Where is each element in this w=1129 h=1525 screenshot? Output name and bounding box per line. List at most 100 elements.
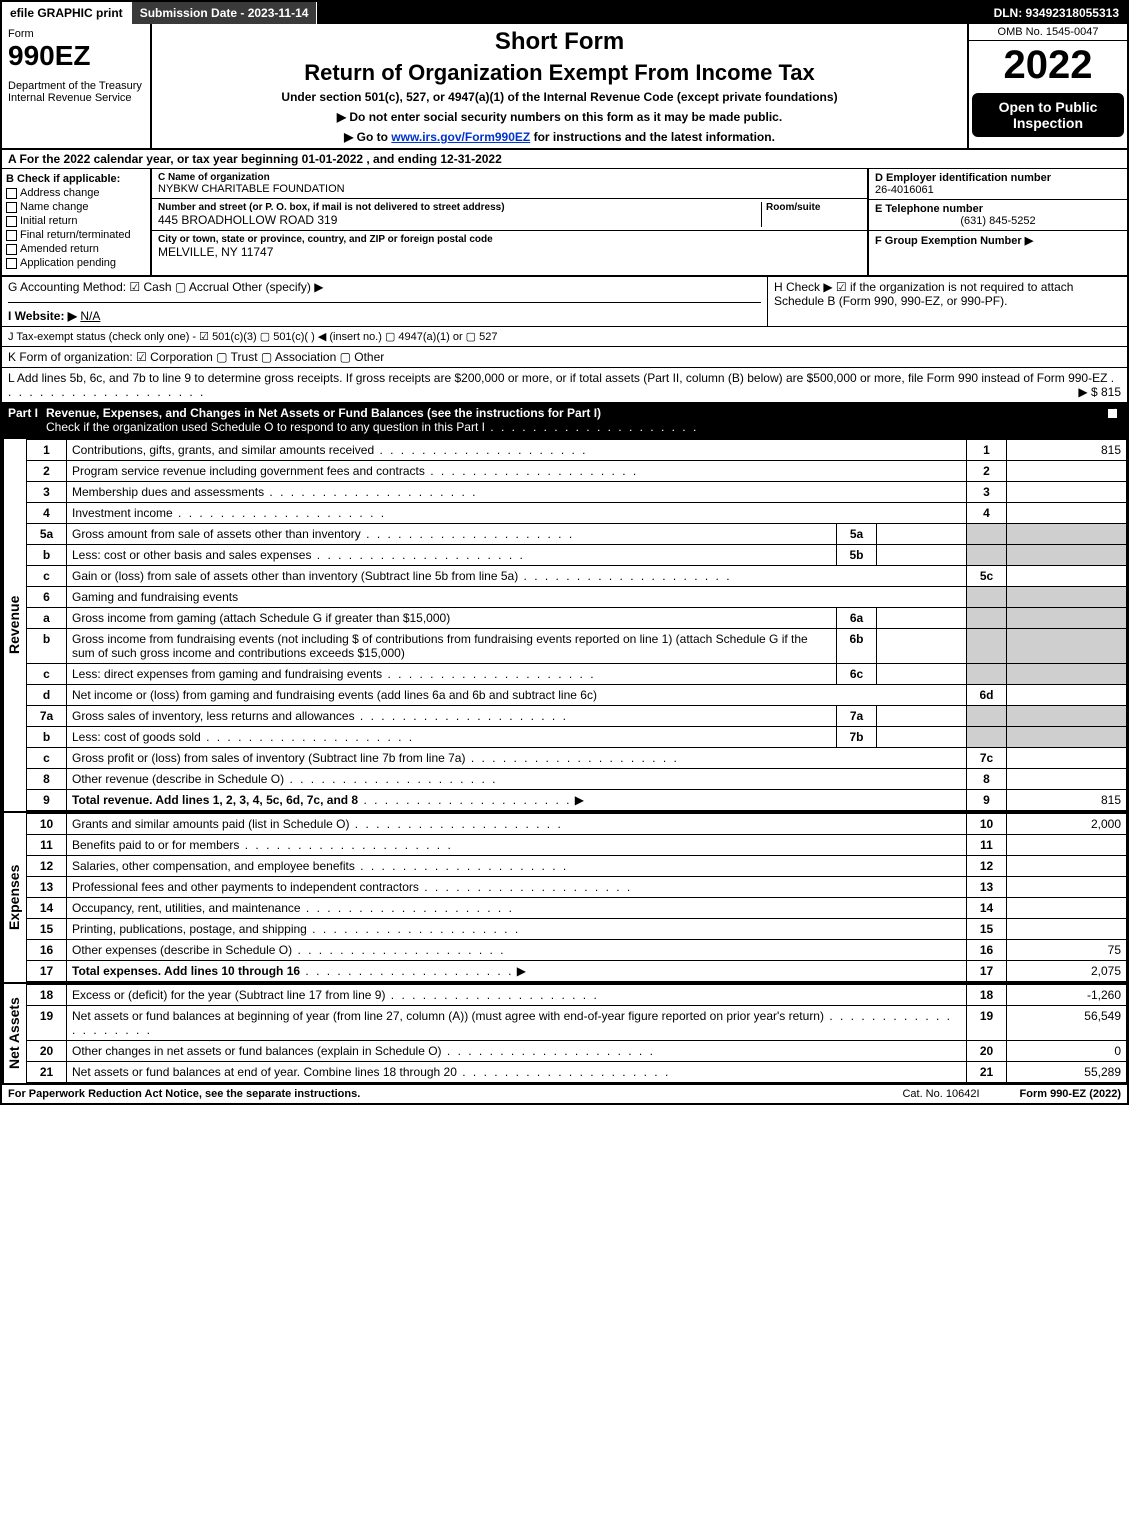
line-4: 4Investment income4 <box>27 503 1127 524</box>
line-7b: bLess: cost of goods sold7b <box>27 727 1127 748</box>
line-5a: 5aGross amount from sale of assets other… <box>27 524 1127 545</box>
form-container: efile GRAPHIC print Submission Date - 20… <box>0 0 1129 1105</box>
tax-year: 2022 <box>969 41 1127 90</box>
return-title: Return of Organization Exempt From Incom… <box>162 60 957 86</box>
section-b-label: B Check if applicable: <box>6 173 146 185</box>
line-3: 3Membership dues and assessments3 <box>27 482 1127 503</box>
part1-num: Part I <box>8 406 46 434</box>
form-number: 990EZ <box>8 40 144 72</box>
footer: For Paperwork Reduction Act Notice, see … <box>2 1083 1127 1103</box>
dept-treasury: Department of the Treasury <box>8 80 144 92</box>
line-15: 15Printing, publications, postage, and s… <box>27 919 1127 940</box>
line-1: 1Contributions, gifts, grants, and simil… <box>27 440 1127 461</box>
line-19: 19Net assets or fund balances at beginni… <box>27 1006 1127 1041</box>
open-public-badge: Open to Public Inspection <box>972 93 1124 137</box>
line-8: 8Other revenue (describe in Schedule O)8 <box>27 769 1127 790</box>
dln-number: DLN: 93492318055313 <box>986 2 1127 24</box>
section-j: J Tax-exempt status (check only one) - ☑… <box>2 327 1127 347</box>
section-a: A For the 2022 calendar year, or tax yea… <box>2 150 1127 169</box>
netassets-side-label: Net Assets <box>2 984 26 1083</box>
section-b: B Check if applicable: Address change Na… <box>2 169 152 275</box>
line-6c: cLess: direct expenses from gaming and f… <box>27 664 1127 685</box>
section-f: F Group Exemption Number ▶ <box>869 231 1127 250</box>
title-column: Short Form Return of Organization Exempt… <box>152 24 967 148</box>
footer-center: Cat. No. 10642I <box>902 1088 979 1100</box>
website-value: N/A <box>80 309 100 323</box>
accounting-method: G Accounting Method: ☑ Cash ▢ Accrual Ot… <box>8 280 761 303</box>
form-id-column: Form 990EZ Department of the Treasury In… <box>2 24 152 148</box>
chk-name-change[interactable]: Name change <box>6 201 146 213</box>
note-ssn: ▶ Do not enter social security numbers o… <box>162 110 957 124</box>
line-17: 17Total expenses. Add lines 10 through 1… <box>27 961 1127 982</box>
line-6d: dNet income or (loss) from gaming and fu… <box>27 685 1127 706</box>
line-5c: cGain or (loss) from sale of assets othe… <box>27 566 1127 587</box>
part1-check-note: Check if the organization used Schedule … <box>46 420 485 434</box>
line-10: 10Grants and similar amounts paid (list … <box>27 814 1127 835</box>
header-row: Form 990EZ Department of the Treasury In… <box>2 24 1127 150</box>
org-name-label: C Name of organization <box>158 172 861 183</box>
info-grid: B Check if applicable: Address change Na… <box>2 169 1127 277</box>
line-2: 2Program service revenue including gover… <box>27 461 1127 482</box>
line-7c: cGross profit or (loss) from sales of in… <box>27 748 1127 769</box>
footer-right: Form 990-EZ (2022) <box>1020 1088 1121 1100</box>
line-6: 6Gaming and fundraising events <box>27 587 1127 608</box>
line-6b: bGross income from fundraising events (n… <box>27 629 1127 664</box>
section-d: D Employer identification number 26-4016… <box>869 169 1127 200</box>
street-label: Number and street (or P. O. box, if mail… <box>158 202 761 213</box>
phone-value: (631) 845-5252 <box>875 215 1121 227</box>
city-row: City or town, state or province, country… <box>152 231 867 262</box>
section-g: G Accounting Method: ☑ Cash ▢ Accrual Ot… <box>2 277 767 326</box>
org-name-row: C Name of organization NYBKW CHARITABLE … <box>152 169 867 199</box>
chk-final-return[interactable]: Final return/terminated <box>6 229 146 241</box>
section-def: D Employer identification number 26-4016… <box>867 169 1127 275</box>
street-value: 445 BROADHOLLOW ROAD 319 <box>158 213 761 227</box>
row-gh: G Accounting Method: ☑ Cash ▢ Accrual Ot… <box>2 277 1127 327</box>
ein-label: D Employer identification number <box>875 172 1121 184</box>
line-16: 16Other expenses (describe in Schedule O… <box>27 940 1127 961</box>
submission-date: Submission Date - 2023-11-14 <box>132 2 318 24</box>
line-11: 11Benefits paid to or for members11 <box>27 835 1127 856</box>
expenses-table: 10Grants and similar amounts paid (list … <box>26 813 1127 982</box>
revenue-table: 1Contributions, gifts, grants, and simil… <box>26 439 1127 811</box>
form-label: Form <box>8 28 144 40</box>
room-label: Room/suite <box>766 202 861 213</box>
omb-number: OMB No. 1545-0047 <box>969 24 1127 41</box>
part1-title: Revenue, Expenses, and Changes in Net As… <box>46 406 1101 434</box>
irs-link[interactable]: www.irs.gov/Form990EZ <box>391 130 530 144</box>
org-name-value: NYBKW CHARITABLE FOUNDATION <box>158 183 861 195</box>
note-link-prefix: ▶ Go to <box>344 130 391 144</box>
line-9: 9Total revenue. Add lines 1, 2, 3, 4, 5c… <box>27 790 1127 811</box>
expenses-side-label: Expenses <box>2 813 26 982</box>
topbar: efile GRAPHIC print Submission Date - 20… <box>2 2 1127 24</box>
city-value: MELVILLE, NY 11747 <box>158 245 861 259</box>
line-18: 18Excess or (deficit) for the year (Subt… <box>27 985 1127 1006</box>
note-link: ▶ Go to www.irs.gov/Form990EZ for instru… <box>162 130 957 144</box>
group-exemption-label: F Group Exemption Number ▶ <box>875 235 1033 247</box>
section-k: K Form of organization: ☑ Corporation ▢ … <box>2 347 1127 368</box>
efile-label: efile GRAPHIC print <box>2 2 132 24</box>
chk-address-change[interactable]: Address change <box>6 187 146 199</box>
section-c: C Name of organization NYBKW CHARITABLE … <box>152 169 867 275</box>
note-link-suffix: for instructions and the latest informat… <box>530 130 775 144</box>
line-7a: 7aGross sales of inventory, less returns… <box>27 706 1127 727</box>
netassets-section: Net Assets 18Excess or (deficit) for the… <box>2 982 1127 1083</box>
line-14: 14Occupancy, rent, utilities, and mainte… <box>27 898 1127 919</box>
ein-value: 26-4016061 <box>875 184 1121 196</box>
part1-header: Part I Revenue, Expenses, and Changes in… <box>2 403 1127 437</box>
section-i: I Website: ▶ N/A <box>8 309 761 323</box>
city-label: City or town, state or province, country… <box>158 234 861 245</box>
phone-label: E Telephone number <box>875 203 1121 215</box>
chk-application-pending[interactable]: Application pending <box>6 257 146 269</box>
line-21: 21Net assets or fund balances at end of … <box>27 1062 1127 1083</box>
short-form-title: Short Form <box>162 28 957 56</box>
chk-initial-return[interactable]: Initial return <box>6 215 146 227</box>
part1-checkbox[interactable] <box>1101 406 1121 434</box>
line-20: 20Other changes in net assets or fund ba… <box>27 1041 1127 1062</box>
section-l-value: ▶ $ 815 <box>1078 385 1121 399</box>
line-13: 13Professional fees and other payments t… <box>27 877 1127 898</box>
line-5b: bLess: cost or other basis and sales exp… <box>27 545 1127 566</box>
line-12: 12Salaries, other compensation, and empl… <box>27 856 1127 877</box>
section-h: H Check ▶ ☑ if the organization is not r… <box>767 277 1127 326</box>
chk-amended-return[interactable]: Amended return <box>6 243 146 255</box>
revenue-section: Revenue 1Contributions, gifts, grants, a… <box>2 437 1127 811</box>
